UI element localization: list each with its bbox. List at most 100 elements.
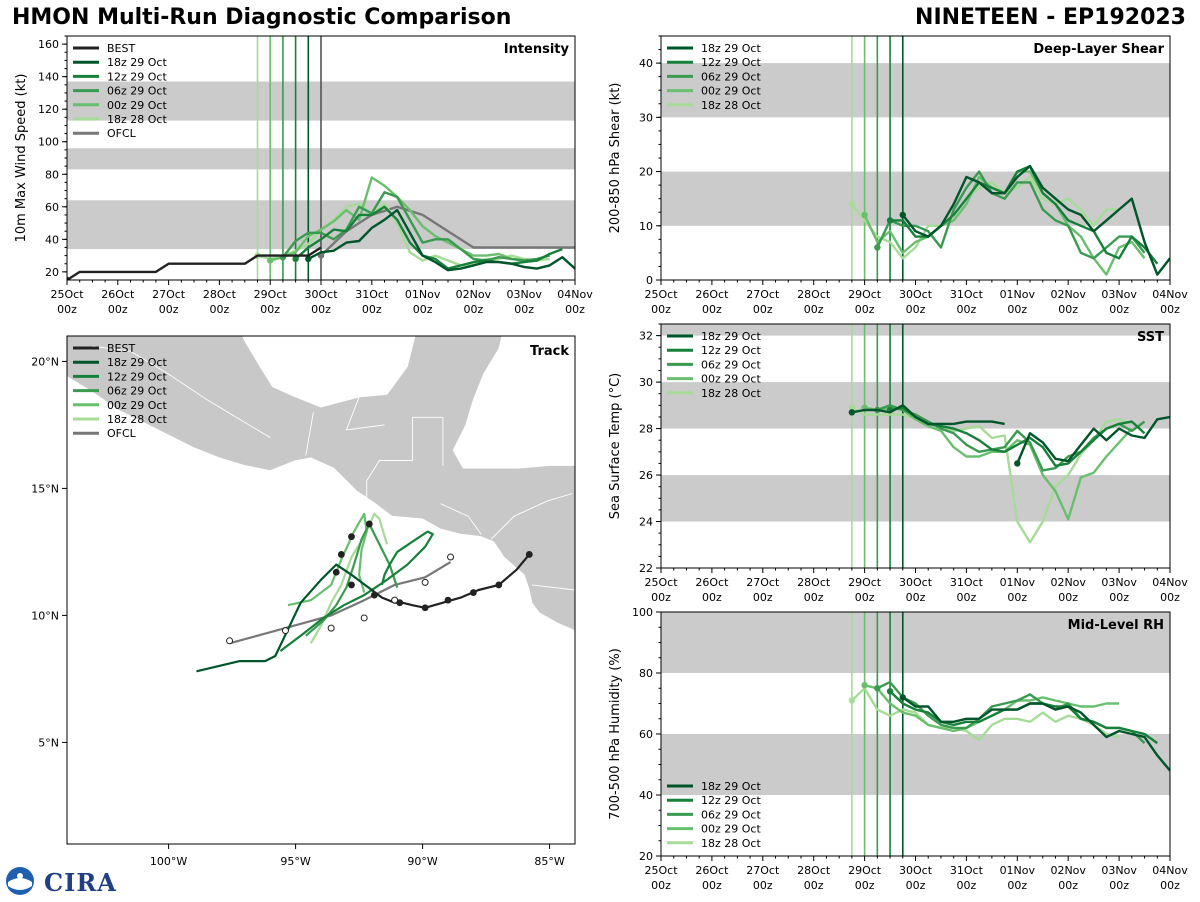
sst-xtick-label: 30Oct [899, 576, 933, 589]
rh-ytick-label: 80 [639, 667, 653, 680]
track-ytick-label: 20°N [31, 355, 59, 368]
country-border [490, 493, 573, 540]
sst-threshold-band [661, 382, 1170, 429]
track-legend-label: 06z 29 Oct [107, 385, 167, 398]
rh-xtick-label: 01Nov [1000, 864, 1036, 877]
ofcl-track-marker [421, 578, 429, 586]
sst-panel: 22 24 26 28 30 32 25Oct 00z 26Oct 00z 27Oct 00z 28Oc… [608, 323, 1188, 604]
sst-xtick-label: 00z [1160, 591, 1180, 604]
intensity-series-start-point [267, 257, 274, 264]
track-legend-label: 18z 28 Oct [107, 413, 167, 426]
ofcl-track-marker [327, 624, 335, 632]
track-series-line [229, 561, 452, 645]
sst-plot-area [661, 324, 1170, 568]
shear-series-start-point [874, 244, 881, 251]
intensity-legend-label: 18z 29 Oct [107, 56, 167, 69]
track-legend-label: 18z 29 Oct [107, 356, 167, 369]
sst-xtick-label: 00z [702, 591, 722, 604]
ofcl-track-marker [226, 637, 234, 645]
intensity-title: Intensity [504, 42, 570, 57]
intensity-xtick-label: 00z [413, 303, 433, 316]
rh-xtick-label: 00z [1058, 879, 1078, 892]
track-legend-label: 00z 29 Oct [107, 399, 167, 412]
sst-xtick-label: 00z [855, 591, 875, 604]
best-track-marker [370, 591, 378, 599]
rh-series-line [851, 687, 1120, 742]
sst-series-line [1016, 415, 1170, 464]
shear-legend-label: 00z 29 Oct [701, 85, 761, 98]
intensity-xtick-label: 01Nov [405, 288, 441, 301]
best-track-marker [365, 520, 373, 528]
rh-legend-label: 18z 29 Oct [701, 780, 761, 793]
shear-xtick-label: 00z [651, 303, 671, 316]
intensity-ylabel: 10m Max Wind Speed (kt) [14, 74, 29, 243]
track-plot-area [67, 336, 575, 673]
shear-xtick-label: 00z [1058, 303, 1078, 316]
sst-xtick-label: 00z [1058, 591, 1078, 604]
sst-legend-label: 00z 29 Oct [701, 373, 761, 386]
sst-xtick-label: 00z [651, 591, 671, 604]
sst-legend-label: 18z 28 Oct [701, 387, 761, 400]
rh-xtick-label: 00z [1007, 879, 1027, 892]
track-ytick-label: 10°N [31, 609, 59, 622]
intensity-xtick-label: 00z [210, 303, 230, 316]
track-panel: 100°W 95°W 90°W 85°W 5°N 10°N 15°N 20°N Track BES… [31, 335, 576, 868]
shear-xtick-label: 31Oct [950, 288, 984, 301]
sst-series-start-point [1014, 460, 1021, 467]
shear-xtick-label: 00z [1160, 303, 1180, 316]
intensity-ytick-label: 140 [38, 71, 59, 84]
sst-ylabel: Sea Surface Temp (°C) [608, 373, 623, 520]
rh-xtick-label: 00z [804, 879, 824, 892]
intensity-legend-label: 00z 29 Oct [107, 99, 167, 112]
track-xtick-label: 95°W [280, 855, 310, 868]
intensity-series-line [281, 190, 550, 262]
rh-ytick-label: 20 [639, 850, 653, 863]
intensity-ytick-label: 160 [38, 38, 59, 51]
shear-xtick-label: 03Nov [1101, 288, 1137, 301]
intensity-series-line [307, 208, 575, 272]
shear-xtick-label: 00z [906, 303, 926, 316]
best-track-marker [444, 596, 452, 604]
intensity-xtick-label: 00z [159, 303, 179, 316]
ofcl-track-marker [391, 596, 399, 604]
sst-ytick-label: 24 [639, 516, 653, 529]
track-frame [66, 335, 576, 845]
rh-legend-label: 12z 29 Oct [701, 794, 761, 807]
ofcl-track-marker [281, 627, 289, 635]
country-border [92, 345, 271, 438]
storm-id-title: NINETEEN - EP192023 [915, 5, 1186, 30]
rh-ytick-label: 100 [632, 606, 653, 619]
shear-legend-label: 18z 28 Oct [701, 99, 761, 112]
intensity-ytick-label: 100 [38, 136, 59, 149]
intensity-xtick-label: 00z [464, 303, 484, 316]
rh-xtick-label: 00z [855, 879, 875, 892]
track-xtick-label: 90°W [407, 855, 437, 868]
intensity-ytick-label: 80 [45, 168, 59, 181]
shear-xtick-label: 00z [1109, 303, 1129, 316]
sst-title: SST [1137, 330, 1164, 345]
shear-ylabel: 200-850 hPa Shear (kt) [608, 83, 623, 234]
track-ytick-label: 5°N [38, 736, 59, 749]
rh-xtick-label: 00z [906, 879, 926, 892]
rh-xtick-label: 26Oct [695, 864, 729, 877]
sst-xtick-label: 00z [957, 591, 977, 604]
sst-xtick-label: 00z [804, 591, 824, 604]
sst-series-line [851, 404, 1005, 426]
sst-xtick-label: 28Oct [797, 576, 831, 589]
rh-xtick-label: 00z [753, 879, 773, 892]
rh-xtick-label: 25Oct [644, 864, 678, 877]
sst-ytick-label: 32 [639, 330, 653, 343]
sst-xtick-label: 04Nov [1152, 576, 1188, 589]
sst-xtick-label: 00z [753, 591, 773, 604]
track-xtick-label: 85°W [534, 855, 564, 868]
shear-threshold-band [661, 171, 1170, 226]
rh-ytick-label: 60 [639, 728, 653, 741]
rh-xtick-label: 31Oct [950, 864, 984, 877]
rh-plot-area [661, 612, 1170, 856]
ofcl-track-marker [447, 553, 455, 561]
track-xtick-label: 100°W [150, 855, 187, 868]
rh-series-line [902, 696, 1170, 772]
